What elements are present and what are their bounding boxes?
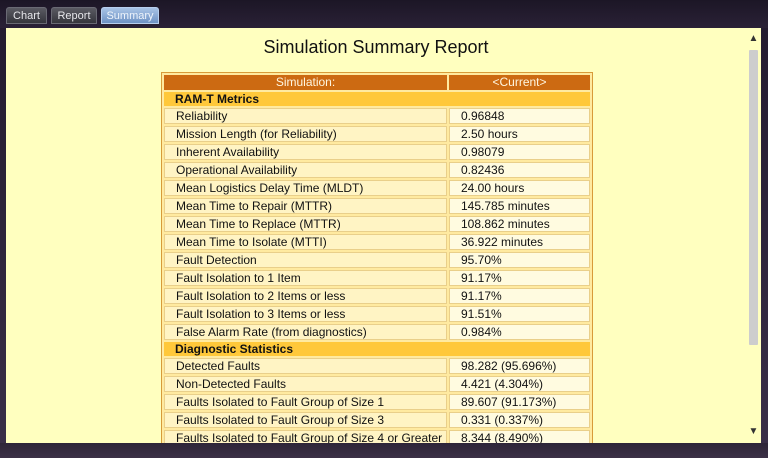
table-row: Fault Isolation to 3 Items or less 91.51% — [164, 306, 590, 322]
table-row: Mean Time to Repair (MTTR) 145.785 minute… — [164, 198, 590, 214]
table-row: Faults Isolated to Fault Group of Size 1… — [164, 394, 590, 410]
metric-label: Mission Length (for Reliability) — [164, 126, 447, 142]
metric-value: 0.96848 — [449, 108, 590, 124]
metric-value: 0.331 (0.337%) — [449, 412, 590, 428]
metric-value: 0.82436 — [449, 162, 590, 178]
metric-value: 91.17% — [449, 270, 590, 286]
metric-label: Fault Isolation to 1 Item — [164, 270, 447, 286]
metric-value: 98.282 (95.696%) — [449, 358, 590, 374]
chevron-down-icon[interactable]: ▼ — [748, 426, 759, 437]
scrollbar-thumb[interactable] — [749, 50, 758, 345]
table-row: Faults Isolated to Fault Group of Size 3… — [164, 412, 590, 428]
report-view: Simulation Summary Report Simulation: <C… — [6, 28, 746, 443]
table-row: Reliability 0.96848 — [164, 108, 590, 124]
table-row: Mean Logistics Delay Time (MLDT) 24.00 ho… — [164, 180, 590, 196]
table-header-row: Simulation: <Current> — [164, 75, 590, 90]
metric-label: Faults Isolated to Fault Group of Size 4… — [164, 430, 447, 443]
metric-value: 24.00 hours — [449, 180, 590, 196]
section-row: Diagnostic Statistics — [164, 342, 590, 356]
metric-value: 108.862 minutes — [449, 216, 590, 232]
metric-label: Faults Isolated to Fault Group of Size 3 — [164, 412, 447, 428]
window-bottom-edge — [0, 443, 768, 458]
page-title: Simulation Summary Report — [263, 37, 489, 57]
table-row: Mean Time to Isolate (MTTI) 36.922 minute… — [164, 234, 590, 250]
metric-label: Inherent Availability — [164, 144, 447, 160]
metric-label: Mean Time to Replace (MTTR) — [164, 216, 447, 232]
tab-bar: Chart Report Summary — [0, 0, 768, 28]
metric-label: Detected Faults — [164, 358, 447, 374]
metric-label: Faults Isolated to Fault Group of Size 1 — [164, 394, 447, 410]
table-row: Mission Length (for Reliability) 2.50 hou… — [164, 126, 590, 142]
metric-value: 36.922 minutes — [449, 234, 590, 250]
table-row: Fault Isolation to 2 Items or less 91.17% — [164, 288, 590, 304]
metric-value: 95.70% — [449, 252, 590, 268]
metric-label: Mean Time to Isolate (MTTI) — [164, 234, 447, 250]
metric-value: 91.17% — [449, 288, 590, 304]
metric-label: Reliability — [164, 108, 447, 124]
section-heading: Diagnostic Statistics — [164, 342, 590, 356]
table-row: Mean Time to Replace (MTTR) 108.862 minut… — [164, 216, 590, 232]
metric-value: 8.344 (8.490%) — [449, 430, 590, 443]
metric-label: Fault Detection — [164, 252, 447, 268]
metric-label: Non-Detected Faults — [164, 376, 447, 392]
metric-value: 91.51% — [449, 306, 590, 322]
metric-label: Fault Isolation to 2 Items or less — [164, 288, 447, 304]
table-row: Non-Detected Faults 4.421 (4.304%) — [164, 376, 590, 392]
table-row: Inherent Availability 0.98079 — [164, 144, 590, 160]
chevron-up-icon[interactable]: ▲ — [748, 33, 759, 44]
metric-value: 0.984% — [449, 324, 590, 340]
tab-report[interactable]: Report — [51, 7, 97, 24]
metric-label: Operational Availability — [164, 162, 447, 178]
metric-label: Mean Logistics Delay Time (MLDT) — [164, 180, 447, 196]
table-row: Faults Isolated to Fault Group of Size 4… — [164, 430, 590, 443]
table-row: Fault Detection 95.70% — [164, 252, 590, 268]
section-row: RAM-T Metrics — [164, 92, 590, 106]
metric-value: 4.421 (4.304%) — [449, 376, 590, 392]
metric-label: Mean Time to Repair (MTTR) — [164, 198, 447, 214]
metric-value: 0.98079 — [449, 144, 590, 160]
summary-table: Simulation: <Current> RAM-T Metrics Relia… — [161, 72, 593, 443]
header-current: <Current> — [449, 75, 590, 90]
metric-value: 89.607 (91.173%) — [449, 394, 590, 410]
metric-value: 2.50 hours — [449, 126, 590, 142]
tab-summary[interactable]: Summary — [101, 7, 159, 24]
metric-label: Fault Isolation to 3 Items or less — [164, 306, 447, 322]
table-row: Detected Faults 98.282 (95.696%) — [164, 358, 590, 374]
metric-value: 145.785 minutes — [449, 198, 590, 214]
table-row: False Alarm Rate (from diagnostics) 0.984… — [164, 324, 590, 340]
table-body: RAM-T Metrics Reliability 0.96848 Mission L… — [164, 92, 590, 443]
table-row: Operational Availability 0.82436 — [164, 162, 590, 178]
vertical-scrollbar[interactable]: ▲ ▼ — [746, 28, 761, 443]
section-heading: RAM-T Metrics — [164, 92, 590, 106]
table-row: Fault Isolation to 1 Item 91.17% — [164, 270, 590, 286]
tab-chart[interactable]: Chart — [6, 7, 47, 24]
metric-label: False Alarm Rate (from diagnostics) — [164, 324, 447, 340]
header-simulation: Simulation: — [164, 75, 447, 90]
